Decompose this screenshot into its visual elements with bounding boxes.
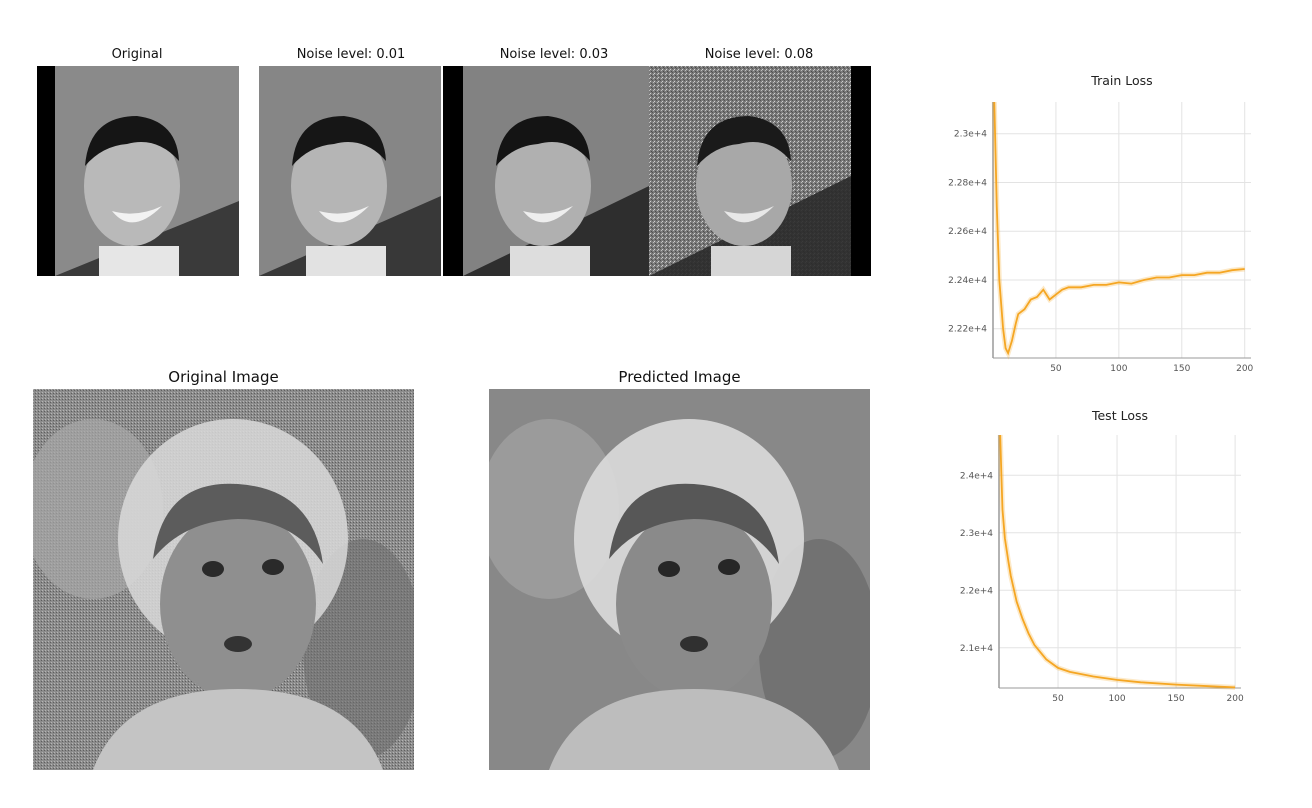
noise-title-0: Original	[111, 47, 163, 62]
x-tick-label: 100	[1110, 364, 1127, 374]
y-tick-label: 2.4e+4	[960, 471, 993, 481]
y-tick-label: 2.1e+4	[960, 644, 993, 654]
y-tick-label: 2.2e+4	[960, 586, 993, 596]
chart-title: Train Loss	[1090, 73, 1152, 88]
y-tick-label: 2.3e+4	[954, 130, 987, 140]
test-loss-chart: Test Loss 2.1e+4 2.2e+4 2.3e+4 2.4e+4 50 100 15…	[960, 408, 1244, 703]
child-predicted-image	[489, 389, 870, 770]
child-original-image	[33, 389, 414, 770]
noise-title-3: Noise level: 0.08	[704, 47, 814, 62]
x-tick-label: 200	[1236, 364, 1253, 374]
y-tick-label: 2.22e+4	[948, 325, 987, 335]
y-tick-label: 2.24e+4	[948, 276, 987, 286]
x-tick-label: 200	[1227, 694, 1244, 703]
loss-line-raw	[991, 101, 1245, 360]
train-loss-chart: Train Loss 2.22e+4 2.24e+4 2.26e+4 2.28e+4 2.…	[948, 73, 1253, 374]
predicted-image-title: Predicted Image	[618, 368, 741, 386]
x-tick-label: 50	[1050, 364, 1062, 374]
loss-line	[999, 434, 1236, 689]
noise-title-1: Noise level: 0.01	[296, 47, 406, 62]
portrait-original	[37, 66, 239, 276]
y-tick-label: 2.3e+4	[960, 529, 993, 539]
chart-title: Test Loss	[1091, 408, 1148, 423]
portrait-noise-003	[443, 66, 649, 276]
portrait-noise-008	[649, 66, 871, 276]
portrait-noise-001	[259, 66, 441, 276]
noise-title-2: Noise level: 0.03	[499, 47, 609, 62]
y-tick-label: 2.26e+4	[948, 227, 987, 237]
loss-line	[993, 101, 1245, 356]
y-tick-label: 2.28e+4	[948, 178, 987, 188]
x-tick-label: 50	[1052, 694, 1064, 703]
original-image-title: Original Image	[168, 368, 279, 386]
x-tick-label: 100	[1108, 694, 1125, 703]
x-tick-label: 150	[1173, 364, 1190, 374]
loss-line-raw	[997, 434, 1236, 690]
x-tick-label: 150	[1167, 694, 1184, 703]
